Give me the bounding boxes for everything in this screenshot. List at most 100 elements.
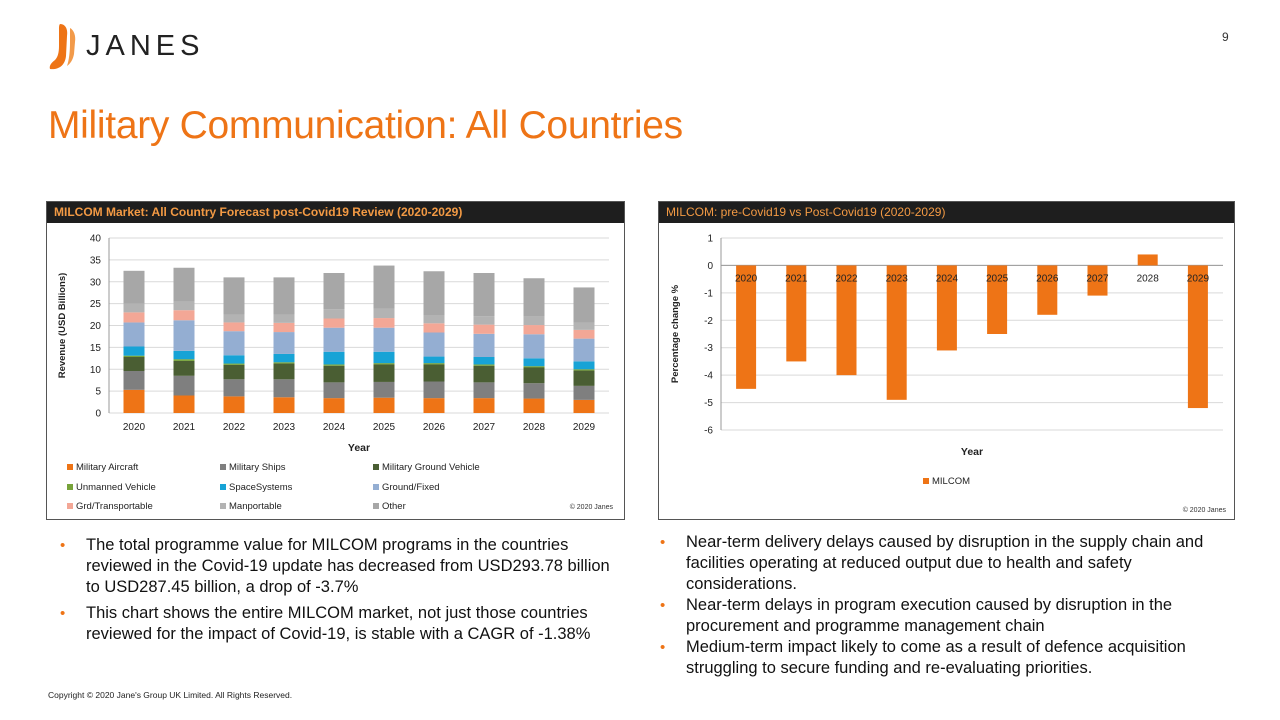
- bar-segment: [523, 358, 545, 367]
- y-tick-label: 0: [95, 409, 101, 420]
- y-tick-label: 1: [707, 234, 713, 245]
- y-tick-label: 5: [95, 387, 101, 398]
- bar-segment: [173, 301, 195, 311]
- bar-segment: [573, 399, 595, 413]
- bar-segment: [473, 333, 495, 357]
- bar-segment: [573, 369, 595, 371]
- bar-segment: [323, 351, 345, 365]
- legend-label: Ground/Fixed: [382, 482, 440, 493]
- x-tick-label: 2022: [835, 273, 858, 284]
- bar-segment: [123, 322, 145, 347]
- bar-segment: [123, 303, 145, 313]
- bar-segment: [223, 363, 245, 365]
- y-tick-label: 0: [707, 261, 713, 272]
- bar-segment: [373, 265, 395, 309]
- left-chart-panel: MILCOM Market: All Country Forecast post…: [46, 201, 625, 520]
- bar: [886, 265, 907, 400]
- legend-swatch: [220, 464, 226, 470]
- x-tick-label: 2020: [123, 422, 146, 433]
- bar-segment: [273, 362, 295, 364]
- bar-segment: [223, 277, 245, 315]
- legend-swatch: [220, 503, 226, 509]
- bullet-item: Near-term delivery delays caused by disr…: [654, 532, 1229, 595]
- legend-swatch: [220, 484, 226, 490]
- bar-segment: [173, 320, 195, 351]
- bar-segment: [123, 312, 145, 323]
- bullet-item: The total programme value for MILCOM pro…: [54, 535, 624, 598]
- bar-segment: [123, 355, 145, 357]
- y-tick-label: 20: [90, 321, 102, 332]
- bar-segment: [223, 355, 245, 364]
- bar-segment: [473, 382, 495, 399]
- bar: [1087, 265, 1108, 296]
- x-tick-label: 2029: [1187, 273, 1210, 284]
- legend-label: Military Aircraft: [76, 462, 139, 473]
- x-tick-label: 2021: [173, 422, 196, 433]
- x-tick-label: 2021: [785, 273, 808, 284]
- bar-segment: [523, 366, 545, 368]
- legend-label: Manportable: [229, 501, 282, 512]
- bar-segment: [523, 316, 545, 326]
- chart-copyright: © 2020 Janes: [1183, 506, 1227, 514]
- bar-segment: [273, 363, 295, 380]
- bar-segment: [373, 364, 395, 382]
- bar-segment: [373, 308, 395, 319]
- bar-segment: [273, 379, 295, 398]
- bar-segment: [173, 350, 195, 360]
- bar-segment: [523, 334, 545, 359]
- bar-segment: [223, 364, 245, 380]
- bullet-item: Medium-term impact likely to come as a r…: [654, 637, 1229, 679]
- bar-segment: [273, 322, 295, 333]
- y-tick-label: -4: [704, 371, 713, 382]
- page-title: Military Communication: All Countries: [48, 104, 683, 147]
- right-chart-heading: MILCOM: pre-Covid19 vs Post-Covid19 (202…: [659, 202, 1234, 223]
- bar-segment: [123, 389, 145, 413]
- x-tick-label: 2028: [1137, 273, 1160, 284]
- bar: [936, 265, 957, 351]
- x-tick-label: 2023: [273, 422, 296, 433]
- janes-logo: JANES: [46, 22, 216, 72]
- bar-segment: [423, 323, 445, 333]
- x-tick-label: 2029: [573, 422, 596, 433]
- legend-swatch: [67, 484, 73, 490]
- bar: [786, 265, 807, 362]
- bullet-item: This chart shows the entire MILCOM marke…: [54, 603, 624, 645]
- bar-segment: [173, 375, 195, 396]
- x-tick-label: 2022: [223, 422, 246, 433]
- bar-segment: [573, 329, 595, 339]
- bar-segment: [323, 398, 345, 413]
- legend-swatch: [373, 464, 379, 470]
- x-tick-label: 2020: [735, 273, 758, 284]
- x-tick-label: 2028: [523, 422, 546, 433]
- bar: [1037, 265, 1058, 315]
- x-tick-label: 2024: [936, 273, 959, 284]
- y-axis-title: Revenue (USD Billions): [57, 273, 68, 379]
- bar-segment: [373, 318, 395, 328]
- bar-segment: [223, 322, 245, 332]
- bar-segment: [273, 353, 295, 363]
- legend-swatch: [373, 484, 379, 490]
- x-tick-label: 2025: [373, 422, 396, 433]
- bar-segment: [223, 331, 245, 356]
- bar-segment: [573, 287, 595, 323]
- x-tick-label: 2023: [886, 273, 909, 284]
- y-tick-label: 40: [90, 234, 102, 245]
- copyright-text: Copyright © 2020 Jane's Group UK Limited…: [48, 690, 293, 700]
- bar-segment: [123, 357, 145, 371]
- bar-segment: [273, 397, 295, 413]
- page-number: 9: [1222, 30, 1229, 44]
- legend-label: Military Ships: [229, 462, 286, 473]
- bar-segment: [523, 325, 545, 335]
- bar: [736, 265, 757, 389]
- bar: [836, 265, 857, 376]
- bar-segment: [523, 278, 545, 317]
- bar-segment: [273, 277, 295, 315]
- bar-segment: [423, 381, 445, 399]
- right-bullet-list: Near-term delivery delays caused by disr…: [654, 532, 1229, 679]
- y-axis-title: Percentage change %: [670, 284, 681, 383]
- x-tick-label: 2025: [986, 273, 1009, 284]
- legend-label: SpaceSystems: [229, 482, 293, 493]
- bar-segment: [173, 310, 195, 321]
- bar-segment: [573, 322, 595, 330]
- bar: [987, 265, 1008, 334]
